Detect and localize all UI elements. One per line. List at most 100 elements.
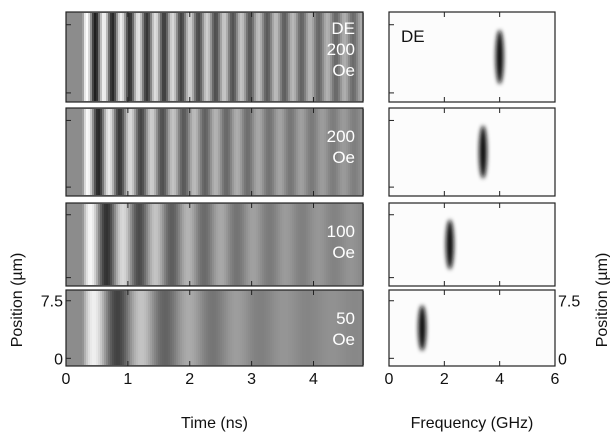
image-stripe bbox=[324, 291, 326, 365]
image-stripe bbox=[124, 291, 126, 365]
image-stripe bbox=[84, 291, 86, 365]
image-stripe bbox=[340, 291, 342, 365]
image-stripe bbox=[346, 204, 348, 285]
image-stripe bbox=[318, 13, 320, 101]
image-stripe bbox=[128, 13, 130, 101]
image-stripe bbox=[354, 204, 356, 285]
image-stripe bbox=[124, 13, 126, 101]
image-stripe bbox=[86, 291, 88, 365]
image-stripe bbox=[342, 13, 344, 101]
image-stripe bbox=[82, 291, 84, 365]
image-stripe bbox=[360, 13, 362, 101]
image-stripe bbox=[286, 204, 288, 285]
image-stripe bbox=[312, 109, 314, 195]
image-stripe bbox=[318, 204, 320, 285]
image-stripe bbox=[140, 204, 142, 285]
panel-frame bbox=[388, 11, 556, 103]
image-stripe bbox=[258, 13, 260, 101]
image-stripe bbox=[156, 291, 158, 365]
image-stripe bbox=[234, 109, 236, 195]
image-stripe bbox=[264, 204, 266, 285]
image-stripe bbox=[150, 291, 152, 365]
image-stripe bbox=[186, 109, 188, 195]
image-stripe bbox=[202, 109, 204, 195]
image-stripe bbox=[92, 109, 94, 195]
image-stripe bbox=[328, 204, 330, 285]
image-stripe bbox=[164, 13, 166, 101]
image-stripe bbox=[100, 109, 102, 195]
image-stripe bbox=[186, 204, 188, 285]
image-stripe bbox=[246, 13, 248, 101]
image-stripe bbox=[322, 13, 324, 101]
image-stripe bbox=[270, 109, 272, 195]
image-stripe bbox=[278, 109, 280, 195]
image-stripe bbox=[176, 109, 178, 195]
image-stripe bbox=[330, 291, 332, 365]
image-stripe bbox=[90, 291, 92, 365]
image-stripe bbox=[226, 291, 228, 365]
image-stripe bbox=[328, 13, 330, 101]
image-stripe bbox=[290, 291, 292, 365]
image-stripe bbox=[226, 13, 228, 101]
image-stripe bbox=[114, 109, 116, 195]
image-stripe bbox=[302, 204, 304, 285]
image-stripe bbox=[206, 109, 208, 195]
image-stripe bbox=[102, 204, 104, 285]
image-stripe bbox=[160, 13, 162, 101]
image-stripe bbox=[84, 204, 86, 285]
image-stripe bbox=[116, 291, 118, 365]
image-stripe bbox=[126, 291, 128, 365]
image-stripe bbox=[264, 109, 266, 195]
image-stripe bbox=[182, 109, 184, 195]
image-stripe bbox=[356, 109, 358, 195]
image-stripe bbox=[280, 204, 282, 285]
image-stripe bbox=[126, 204, 128, 285]
image-stripe bbox=[168, 204, 170, 285]
image-stripe bbox=[292, 109, 294, 195]
image-stripe bbox=[190, 109, 192, 195]
image-stripe bbox=[294, 109, 296, 195]
image-stripe bbox=[134, 109, 136, 195]
image-stripe bbox=[122, 204, 124, 285]
image-stripe bbox=[242, 109, 244, 195]
image-stripe bbox=[332, 109, 334, 195]
image-stripe bbox=[178, 13, 180, 101]
image-stripe bbox=[352, 109, 354, 195]
image-stripe bbox=[206, 13, 208, 101]
image-stripe bbox=[336, 109, 338, 195]
image-stripe bbox=[208, 109, 210, 195]
image-stripe bbox=[108, 291, 110, 365]
image-stripe bbox=[358, 291, 360, 365]
image-stripe bbox=[124, 204, 126, 285]
image-stripe bbox=[284, 291, 286, 365]
image-stripe bbox=[186, 13, 188, 101]
image-stripe bbox=[350, 291, 352, 365]
image-stripe bbox=[142, 13, 144, 101]
image-stripe bbox=[90, 13, 92, 101]
image-stripe bbox=[90, 109, 92, 195]
image-stripe bbox=[200, 204, 202, 285]
image-stripe bbox=[238, 204, 240, 285]
image-stripe bbox=[114, 204, 116, 285]
image-stripe bbox=[104, 204, 106, 285]
image-stripe bbox=[142, 109, 144, 195]
image-stripe bbox=[250, 291, 252, 365]
image-stripe bbox=[196, 109, 198, 195]
image-stripe bbox=[348, 109, 350, 195]
image-stripe bbox=[92, 13, 94, 101]
image-stripe bbox=[128, 109, 130, 195]
image-stripe bbox=[272, 204, 274, 285]
image-stripe bbox=[236, 291, 238, 365]
image-stripe bbox=[240, 109, 242, 195]
panel-label: 100 bbox=[327, 222, 355, 241]
image-stripe bbox=[352, 13, 354, 101]
image-stripe bbox=[274, 13, 276, 101]
image-stripe bbox=[292, 291, 294, 365]
image-stripe bbox=[328, 109, 330, 195]
image-stripe bbox=[194, 291, 196, 365]
image-stripe bbox=[108, 109, 110, 195]
image-stripe bbox=[300, 204, 302, 285]
image-stripe bbox=[278, 204, 280, 285]
image-stripe bbox=[116, 109, 118, 195]
image-stripe bbox=[360, 291, 362, 365]
